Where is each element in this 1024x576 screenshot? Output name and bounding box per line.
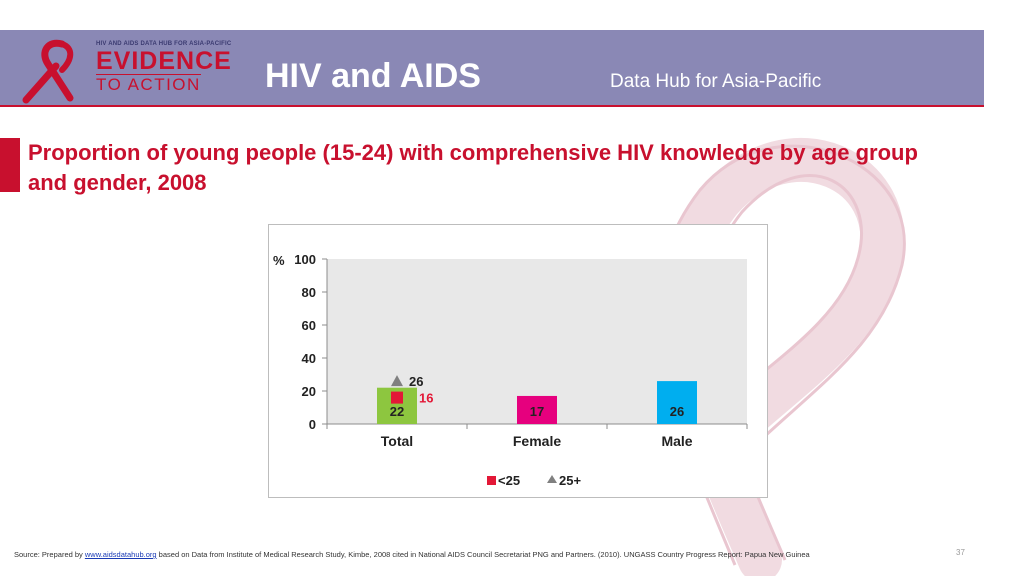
bar bbox=[517, 395, 557, 424]
logo-main-text: EVIDENCE bbox=[96, 47, 232, 75]
source-prefix: Source: Prepared by bbox=[14, 550, 85, 559]
bar-chart: 0 20 40 60 80 100% 22 Total 17 Female 26 Male 16 26 <2… bbox=[273, 252, 748, 488]
legend-label: 25+ bbox=[559, 473, 581, 488]
page-number: 37 bbox=[956, 548, 965, 557]
bar-value-label: 26 bbox=[670, 404, 684, 419]
source-text: based on Data from Institute of Medical … bbox=[156, 550, 810, 559]
marker-lt25 bbox=[391, 391, 403, 404]
x-tick-label: Female bbox=[513, 433, 561, 449]
y-axis-label: % bbox=[273, 253, 285, 268]
header-band bbox=[0, 30, 984, 106]
y-tick-label: 20 bbox=[302, 384, 316, 399]
bar bbox=[657, 381, 697, 424]
legend-swatch-25plus bbox=[547, 475, 557, 483]
source-note: Source: Prepared by www.aidsdatahub.org … bbox=[14, 550, 810, 559]
x-tick-label: Total bbox=[381, 433, 413, 449]
slide-title: Proportion of young people (15-24) with … bbox=[28, 140, 918, 195]
header-title: HIV and AIDS bbox=[265, 57, 481, 95]
marker-value-label: 16 bbox=[419, 391, 433, 406]
y-tick-label: 60 bbox=[302, 318, 316, 333]
x-tick-label: Male bbox=[661, 433, 692, 449]
evidence-to-action-logo: HIV AND AIDS DATA HUB FOR ASIA-PACIFIC E… bbox=[18, 36, 243, 104]
marker-25plus bbox=[391, 375, 403, 387]
y-tick-label: 40 bbox=[302, 351, 316, 366]
source-link[interactable]: www.aidsdatahub.org bbox=[84, 550, 157, 559]
bar-value-label: 22 bbox=[390, 404, 404, 419]
legend-label: <25 bbox=[498, 473, 520, 488]
header-divider bbox=[0, 105, 984, 107]
logo-tagline: HIV AND AIDS DATA HUB FOR ASIA-PACIFIC bbox=[96, 41, 232, 47]
title-marker bbox=[0, 138, 20, 192]
header-subtitle: Data Hub for Asia-Pacific bbox=[610, 71, 822, 92]
bar-value-label: 17 bbox=[530, 404, 544, 419]
logo-sub-text: TO ACTION bbox=[96, 74, 201, 94]
red-ribbon-icon bbox=[22, 39, 74, 104]
marker-value-label: 26 bbox=[409, 374, 423, 389]
legend-swatch-lt25 bbox=[487, 476, 496, 485]
chart-container: 0 20 40 60 80 100% 22 Total 17 Female 26 Male 16 26 <2… bbox=[268, 224, 768, 498]
y-tick-label: 100 bbox=[294, 252, 316, 267]
y-tick-label: 80 bbox=[302, 285, 316, 300]
y-tick-label: 0 bbox=[309, 417, 316, 432]
